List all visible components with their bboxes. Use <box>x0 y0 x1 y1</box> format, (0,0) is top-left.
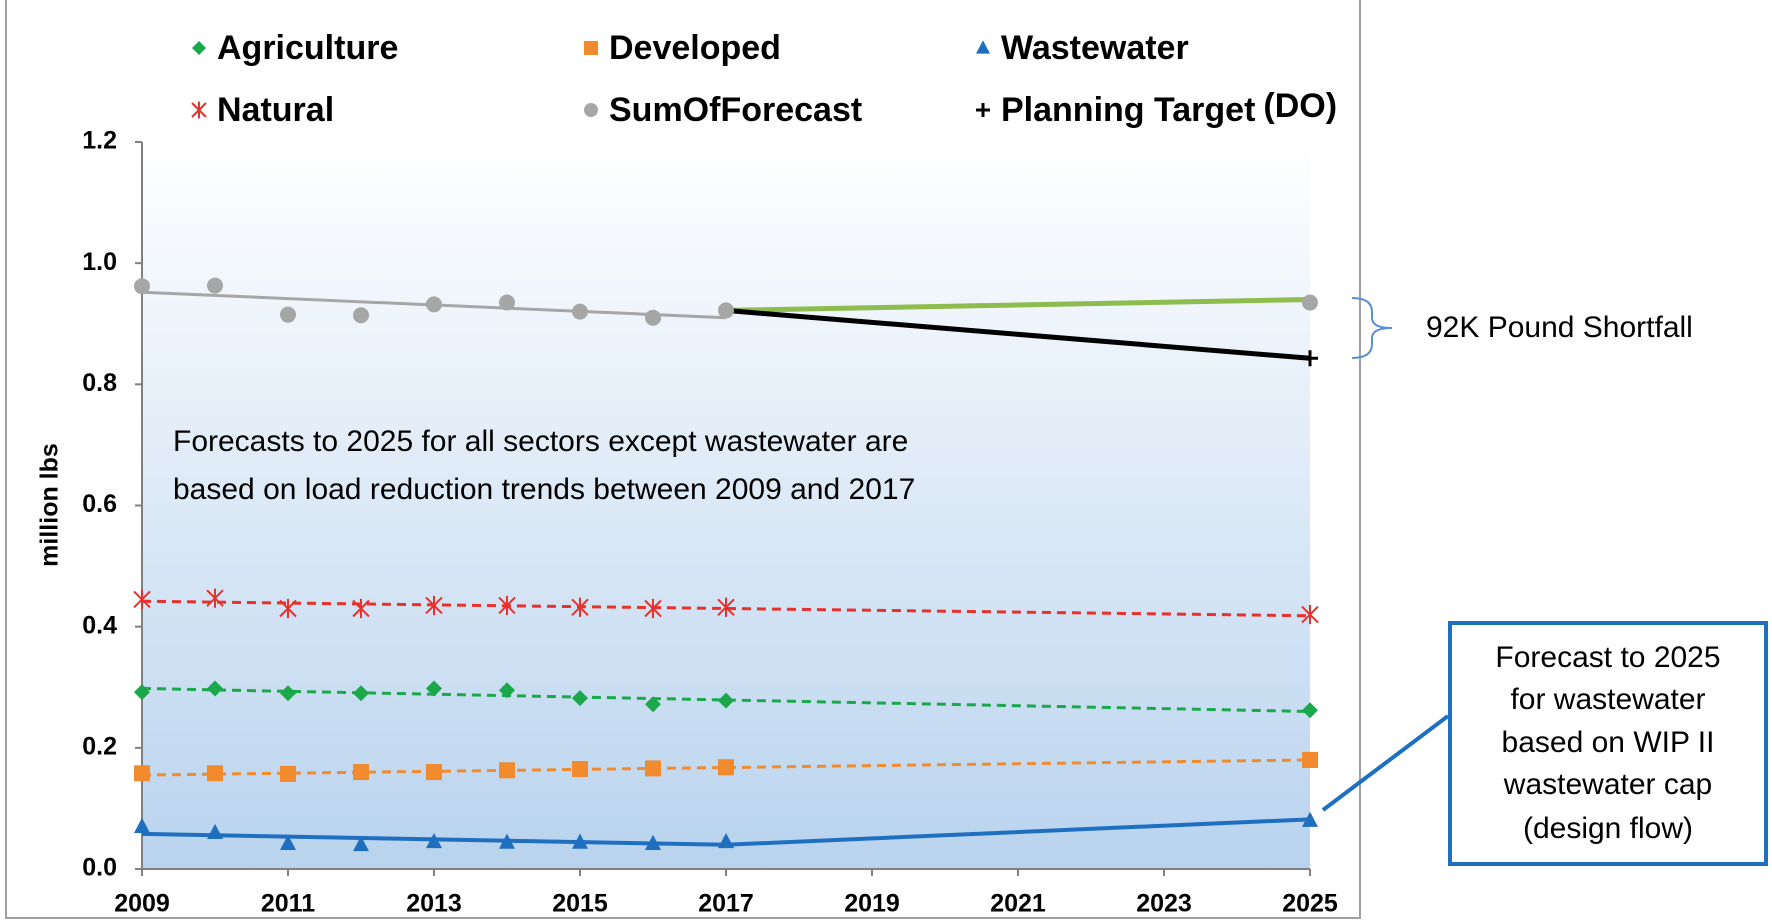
x-tick-label: 2025 <box>1282 890 1338 918</box>
y-tick-label: 1.0 <box>82 248 117 276</box>
legend-marker <box>584 41 598 55</box>
data-point <box>280 834 296 850</box>
data-point <box>426 764 442 781</box>
data-point <box>207 765 223 782</box>
callout-text: for wastewater <box>1510 683 1705 716</box>
data-point <box>718 759 734 776</box>
legend-suffix: (DO) <box>1263 87 1337 125</box>
data-point <box>279 598 297 619</box>
y-tick-label: 0.2 <box>82 732 117 760</box>
callout-text: based on WIP II <box>1502 726 1715 759</box>
x-tick-label: 2021 <box>990 890 1046 918</box>
data-point <box>134 765 150 782</box>
data-point <box>1302 702 1318 719</box>
x-tick-label: 2017 <box>698 890 754 918</box>
callout-text: wastewater cap <box>1503 768 1712 801</box>
data-point <box>717 597 735 617</box>
data-point <box>207 680 223 697</box>
callout-box <box>1448 621 1768 866</box>
data-point <box>718 832 734 849</box>
data-point <box>134 817 150 833</box>
data-point <box>645 834 661 850</box>
data-point <box>425 595 443 616</box>
data-point <box>1302 751 1318 768</box>
data-point <box>280 765 296 782</box>
data-point <box>572 303 588 320</box>
annotation: 92K Pound Shortfall <box>1426 311 1693 344</box>
legend-marker <box>976 40 990 54</box>
callout-line <box>1321 714 1450 812</box>
data-point <box>499 833 515 849</box>
data-point <box>353 764 369 781</box>
legend-label: Developed <box>609 29 781 67</box>
data-point <box>718 692 734 709</box>
legend-label: SumOfForecast <box>609 91 862 129</box>
x-tick-label: 2009 <box>114 890 170 918</box>
annotation: Forecasts to 2025 for all sectors except… <box>173 425 908 458</box>
data-point <box>134 278 150 295</box>
data-point <box>206 588 224 608</box>
x-tick-label: 2023 <box>1136 890 1192 918</box>
data-point <box>499 682 515 699</box>
data-point <box>499 294 515 311</box>
legend-label: Wastewater <box>1001 29 1189 67</box>
data-point <box>499 762 515 779</box>
data-point <box>645 309 661 326</box>
data-point <box>426 680 442 697</box>
x-tick-label: 2015 <box>552 890 608 918</box>
data-point <box>352 598 370 619</box>
legend-marker <box>976 103 990 117</box>
data-point <box>133 589 151 610</box>
data-point <box>572 690 588 707</box>
data-point <box>1302 350 1318 367</box>
data-point <box>572 761 588 778</box>
y-tick-label: 0.4 <box>82 611 117 639</box>
data-point <box>645 696 661 713</box>
data-point <box>280 685 296 702</box>
data-point <box>353 835 369 852</box>
legend-marker <box>192 41 206 55</box>
x-tick-label: 2013 <box>406 890 462 918</box>
data-point <box>426 832 442 849</box>
legend-label: Agriculture <box>217 29 398 67</box>
y-tick-label: 1.2 <box>82 127 117 155</box>
brace <box>1351 297 1393 359</box>
x-tick-label: 2011 <box>261 890 315 918</box>
plot-area <box>142 142 1310 869</box>
y-tick-label: 0.0 <box>82 854 117 882</box>
data-point <box>572 833 588 849</box>
y-tick-label: 0.6 <box>82 490 117 518</box>
legend-marker <box>191 101 207 119</box>
annotation: based on load reduction trends between 2… <box>173 473 915 506</box>
data-point <box>498 595 516 616</box>
data-point <box>207 823 223 840</box>
x-tick-label: 2019 <box>844 890 900 918</box>
data-point <box>1302 294 1318 311</box>
data-point <box>353 685 369 702</box>
data-point <box>571 597 589 617</box>
legend-label: Planning Target <box>1001 91 1255 129</box>
y-axis-label: million lbs <box>36 443 64 567</box>
data-point <box>645 760 661 777</box>
trend-line <box>725 307 1311 361</box>
data-point <box>718 302 734 319</box>
data-point <box>644 598 662 619</box>
trend-line <box>725 297 1311 313</box>
legend-marker <box>584 103 598 117</box>
y-tick-label: 0.8 <box>82 369 117 397</box>
legend-label: Natural <box>217 91 334 129</box>
callout-text: (design flow) <box>1523 812 1693 845</box>
callout-text: Forecast to 2025 <box>1495 641 1720 674</box>
data-point <box>353 307 369 324</box>
data-point <box>280 306 296 323</box>
data-point <box>207 277 223 294</box>
data-point <box>426 296 442 313</box>
data-point <box>1301 604 1319 625</box>
data-point <box>1302 811 1318 827</box>
data-point <box>134 684 150 701</box>
